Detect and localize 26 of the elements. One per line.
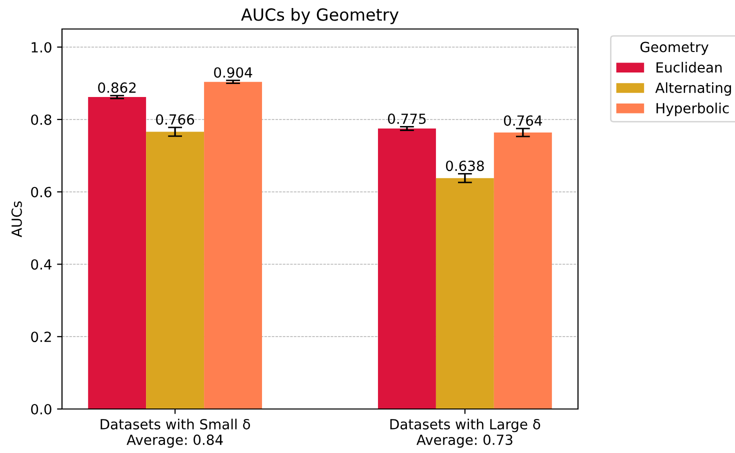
y-tick-label: 0.6 [31, 186, 52, 198]
y-tick-label: 0.2 [31, 332, 51, 342]
x-tick-label: Datasets with Small δ Average: 0.84 [100, 418, 250, 448]
bar [378, 128, 436, 409]
bar [494, 132, 552, 409]
y-tick-label: 0.8 [31, 114, 52, 125]
bar [146, 132, 204, 409]
y-tick-label: 0.0 [31, 404, 52, 414]
legend-title: Geometry [640, 42, 708, 55]
x-tick-label: Datasets with Large δ Average: 0.73 [390, 418, 540, 448]
bar [88, 97, 146, 409]
legend-label: Hyperbolic [656, 102, 729, 116]
bar [436, 178, 494, 409]
y-axis-title: AUCs [11, 201, 22, 238]
legend-label: Alternating [655, 82, 731, 96]
data-label: 0.764 [504, 115, 542, 126]
data-label: 0.904 [214, 67, 252, 78]
data-label: 0.862 [98, 82, 136, 93]
y-tick-label: 1.0 [32, 42, 52, 53]
bar [204, 82, 262, 409]
y-tick-label: 0.4 [31, 259, 52, 270]
data-label: 0.766 [156, 114, 194, 125]
chart-title: AUCs by Geometry [241, 8, 399, 24]
data-label: 0.775 [388, 114, 426, 124]
legend-label: Euclidean [656, 62, 722, 73]
data-label: 0.638 [446, 160, 484, 172]
